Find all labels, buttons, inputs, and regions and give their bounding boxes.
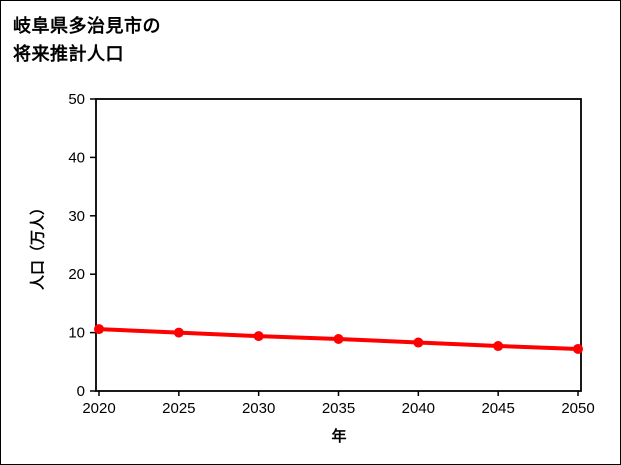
x-tick-label: 2050 <box>561 400 594 417</box>
x-axis-title: 年 <box>331 428 347 445</box>
chart-title-line2: 将来推計人口 <box>13 43 124 64</box>
x-tick-label: 2045 <box>481 400 514 417</box>
x-tick-label: 2025 <box>162 400 195 417</box>
chart-title: 岐阜県多治見市の 将来推計人口 <box>13 13 161 69</box>
data-point-marker <box>173 327 184 338</box>
x-tick-label: 2030 <box>242 400 275 417</box>
data-point-marker <box>413 337 424 348</box>
data-point-marker <box>253 331 264 342</box>
y-axis-title: 人口（万人） <box>29 199 47 291</box>
data-point-marker <box>333 334 344 345</box>
x-tick-label: 2040 <box>402 400 435 417</box>
data-point-marker <box>94 324 104 335</box>
y-tick-label: 50 <box>68 91 85 108</box>
x-tick-label: 2035 <box>322 400 355 417</box>
y-tick-label: 30 <box>68 208 85 225</box>
y-tick-label: 40 <box>68 149 85 166</box>
y-tick-label: 0 <box>77 383 85 400</box>
y-tick-label: 10 <box>68 325 85 342</box>
data-point-marker <box>493 341 504 352</box>
chart-title-line1: 岐阜県多治見市の <box>13 16 161 36</box>
x-tick-label: 2020 <box>82 400 115 417</box>
data-point-marker <box>573 343 583 354</box>
y-tick-label: 20 <box>68 266 85 283</box>
